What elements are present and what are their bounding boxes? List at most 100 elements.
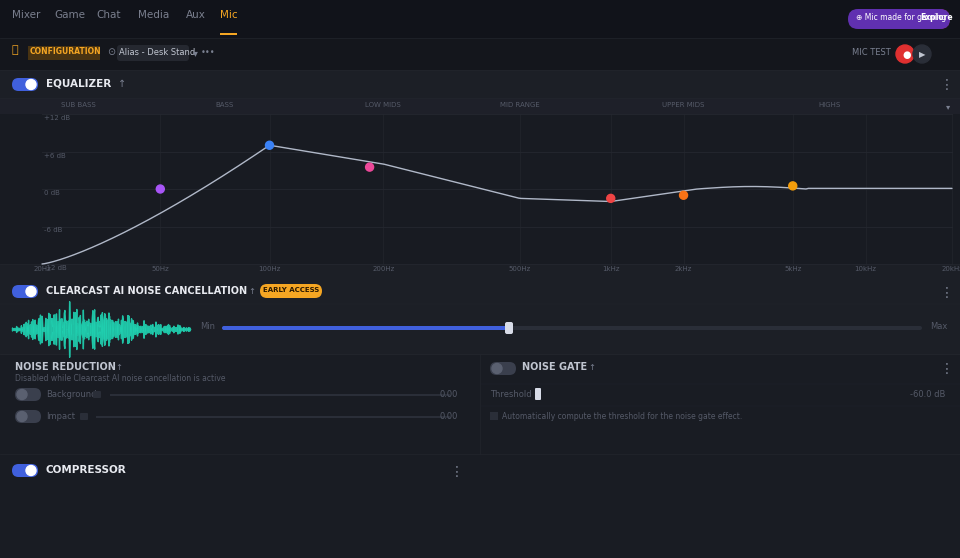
- Bar: [96, 416, 450, 418]
- Bar: [0, 454, 960, 558]
- Text: Aux: Aux: [186, 10, 205, 20]
- Text: 🎙: 🎙: [12, 45, 18, 55]
- Text: SUB BASS: SUB BASS: [61, 102, 96, 108]
- Text: ▶: ▶: [919, 50, 925, 59]
- Circle shape: [896, 45, 914, 63]
- Text: -60.0 dB: -60.0 dB: [910, 390, 945, 399]
- Text: ↑: ↑: [118, 79, 126, 89]
- FancyBboxPatch shape: [260, 284, 322, 298]
- Text: Explore: Explore: [920, 13, 952, 22]
- Bar: [0, 114, 960, 264]
- FancyBboxPatch shape: [505, 322, 513, 334]
- Bar: [0, 304, 960, 354]
- Text: Automatically compute the threshold for the noise gate effect.: Automatically compute the threshold for …: [502, 412, 742, 421]
- Text: 500Hz: 500Hz: [509, 266, 531, 272]
- Text: ⋮: ⋮: [940, 78, 954, 92]
- Text: Threshold: Threshold: [490, 390, 532, 399]
- Text: ⋮: ⋮: [940, 362, 954, 376]
- FancyBboxPatch shape: [12, 78, 38, 91]
- Circle shape: [680, 191, 687, 199]
- Text: CLEARCAST AI NOISE CANCELLATION: CLEARCAST AI NOISE CANCELLATION: [46, 286, 247, 296]
- Text: 0 dB: 0 dB: [44, 190, 60, 196]
- Bar: [0, 98, 960, 114]
- Text: CONFIGURATION: CONFIGURATION: [30, 47, 102, 56]
- FancyBboxPatch shape: [12, 285, 38, 298]
- Circle shape: [156, 185, 164, 193]
- FancyBboxPatch shape: [222, 326, 922, 330]
- Text: 10kHz: 10kHz: [854, 266, 876, 272]
- FancyBboxPatch shape: [848, 9, 950, 29]
- Circle shape: [26, 286, 36, 296]
- Bar: [28, 46, 100, 60]
- Text: 0.00: 0.00: [440, 412, 458, 421]
- Text: +6 dB: +6 dB: [44, 152, 65, 158]
- Text: EARLY ACCESS: EARLY ACCESS: [263, 287, 319, 293]
- Text: -12 dB: -12 dB: [44, 265, 67, 271]
- Text: 50Hz: 50Hz: [152, 266, 169, 272]
- FancyBboxPatch shape: [490, 362, 516, 375]
- Circle shape: [17, 411, 27, 421]
- Bar: [0, 38, 960, 70]
- Circle shape: [607, 194, 614, 203]
- Bar: [28, 46, 100, 60]
- Circle shape: [366, 163, 373, 171]
- Text: EQUALIZER: EQUALIZER: [46, 78, 111, 88]
- Text: 2kHz: 2kHz: [675, 266, 692, 272]
- Text: +12 dB: +12 dB: [44, 115, 70, 121]
- Circle shape: [26, 465, 36, 475]
- FancyBboxPatch shape: [80, 413, 88, 420]
- Circle shape: [913, 45, 931, 63]
- Text: 200Hz: 200Hz: [372, 266, 395, 272]
- FancyBboxPatch shape: [93, 391, 101, 398]
- Text: Media: Media: [138, 10, 169, 20]
- Text: HIGHS: HIGHS: [818, 102, 840, 108]
- Text: ●: ●: [902, 50, 910, 60]
- Text: Mic: Mic: [220, 10, 238, 20]
- Text: ↑: ↑: [588, 363, 595, 372]
- Text: 20kHz: 20kHz: [941, 266, 960, 272]
- Circle shape: [26, 79, 36, 89]
- Text: Alias - Desk Stand: Alias - Desk Stand: [119, 48, 195, 57]
- Circle shape: [492, 363, 502, 373]
- Bar: [490, 412, 498, 420]
- Text: ↑: ↑: [248, 287, 255, 296]
- Text: 1kHz: 1kHz: [602, 266, 619, 272]
- Text: Impact: Impact: [46, 412, 75, 421]
- Text: COMPRESSOR: COMPRESSOR: [46, 465, 127, 475]
- Text: 100Hz: 100Hz: [258, 266, 280, 272]
- Text: MIC TEST: MIC TEST: [852, 48, 891, 57]
- Text: LOW MIDS: LOW MIDS: [366, 102, 401, 108]
- FancyBboxPatch shape: [12, 464, 38, 477]
- FancyBboxPatch shape: [535, 388, 541, 400]
- Text: ↑: ↑: [114, 466, 121, 475]
- Text: BASS: BASS: [215, 102, 233, 108]
- Text: Game: Game: [54, 10, 85, 20]
- Bar: [0, 0, 960, 38]
- Bar: [0, 70, 960, 98]
- Text: •••: •••: [201, 48, 216, 57]
- Text: Mixer: Mixer: [12, 10, 40, 20]
- Text: Background: Background: [46, 390, 97, 399]
- Bar: [220, 33, 236, 35]
- FancyBboxPatch shape: [15, 388, 41, 401]
- Text: MID RANGE: MID RANGE: [500, 102, 540, 108]
- Text: ⋮: ⋮: [940, 286, 954, 300]
- Text: 0.00: 0.00: [440, 390, 458, 399]
- Circle shape: [266, 141, 274, 149]
- FancyBboxPatch shape: [15, 410, 41, 423]
- Text: ⊙: ⊙: [107, 47, 115, 57]
- Text: -6 dB: -6 dB: [44, 228, 62, 233]
- Bar: [0, 354, 960, 454]
- Text: Chat: Chat: [96, 10, 121, 20]
- FancyBboxPatch shape: [117, 45, 189, 61]
- FancyBboxPatch shape: [222, 326, 509, 330]
- Text: NOISE GATE: NOISE GATE: [522, 362, 588, 372]
- Text: ▾: ▾: [193, 48, 198, 58]
- Circle shape: [17, 389, 27, 400]
- Text: ↑: ↑: [115, 363, 122, 372]
- Text: UPPER MIDS: UPPER MIDS: [662, 102, 705, 108]
- Text: NOISE REDUCTION: NOISE REDUCTION: [15, 362, 116, 372]
- FancyBboxPatch shape: [890, 9, 950, 29]
- Text: Min: Min: [200, 322, 215, 331]
- Text: ▾: ▾: [946, 102, 950, 111]
